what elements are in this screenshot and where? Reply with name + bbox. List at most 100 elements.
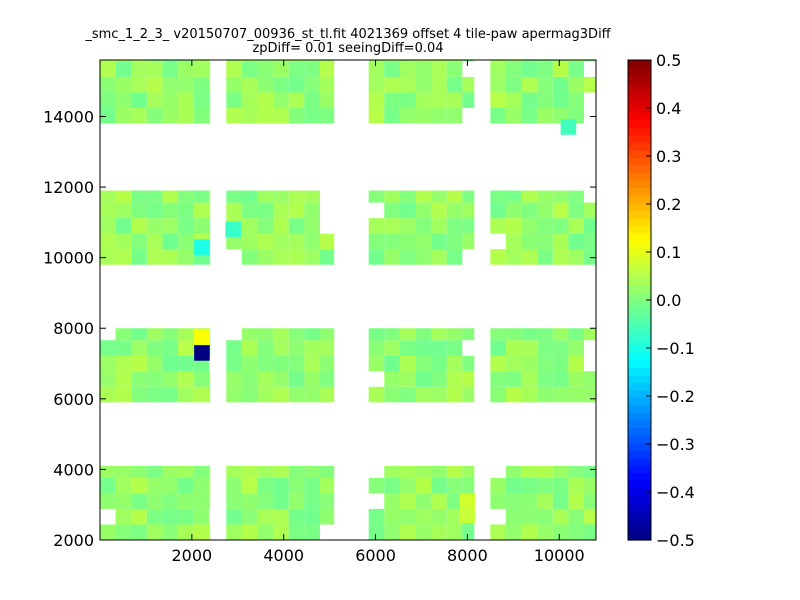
heatmap-cell xyxy=(257,328,274,341)
heatmap-cell xyxy=(446,190,463,203)
heatmap-cell xyxy=(584,508,596,525)
heatmap-cell xyxy=(552,328,569,341)
heatmap-cell xyxy=(415,233,432,250)
heatmap-cell xyxy=(241,355,258,372)
heatmap-cell xyxy=(288,508,305,525)
heatmap-cell xyxy=(399,524,416,540)
heatmap-cell xyxy=(462,386,475,403)
heatmap-cell xyxy=(415,340,432,356)
heatmap-cell xyxy=(384,340,400,356)
heatmap-cell xyxy=(505,355,522,372)
heatmap-cell xyxy=(257,76,274,93)
heatmap-cell xyxy=(162,477,179,494)
heatmap-cell-outlier xyxy=(194,239,210,255)
heatmap-cell xyxy=(131,61,147,77)
heatmap-cell xyxy=(226,508,242,525)
heatmap-cells xyxy=(100,60,596,540)
heatmap-cell xyxy=(288,249,305,265)
heatmap-cell xyxy=(490,340,506,356)
heatmap-cell xyxy=(273,233,289,250)
colorbar-segment xyxy=(628,517,651,526)
heatmap-cell xyxy=(431,218,447,234)
heatmap-cell xyxy=(241,218,258,234)
heatmap-cell xyxy=(193,218,210,234)
heatmap-cell xyxy=(100,108,116,124)
x-tick-label: 10000 xyxy=(534,546,585,565)
heatmap-cell xyxy=(273,202,289,219)
heatmap-cell xyxy=(568,190,585,203)
heatmap-cell xyxy=(131,328,147,341)
heatmap-cell xyxy=(521,190,538,203)
heatmap-cell xyxy=(115,218,132,234)
heatmap-cell xyxy=(178,233,194,250)
heatmap-cell xyxy=(226,524,242,540)
heatmap-cell xyxy=(131,92,147,108)
heatmap-cell xyxy=(100,61,116,77)
colorbar-segment xyxy=(628,142,651,151)
heatmap-cell xyxy=(462,60,475,62)
heatmap-cell xyxy=(568,371,585,387)
heatmap-cell xyxy=(462,477,475,494)
heatmap-cell xyxy=(193,108,210,124)
colorbar-tick-label: −0.5 xyxy=(656,531,695,550)
colorbar-segment xyxy=(628,510,651,519)
colorbar-segment xyxy=(628,412,651,421)
heatmap-cell xyxy=(100,355,116,372)
heatmap-cell xyxy=(521,328,538,341)
colorbar-segment xyxy=(628,345,651,354)
heatmap-cell xyxy=(431,202,447,219)
heatmap-cell xyxy=(521,340,538,356)
heatmap-cell xyxy=(446,61,463,77)
heatmap-cell xyxy=(399,508,416,525)
heatmap-cell xyxy=(209,233,211,250)
heatmap-cell xyxy=(490,371,506,387)
heatmap-cell xyxy=(505,340,522,356)
heatmap-cell xyxy=(241,465,258,478)
heatmap-cell xyxy=(226,190,242,203)
heatmap-cell xyxy=(178,477,194,494)
heatmap-cell xyxy=(226,371,242,387)
heatmap-cell xyxy=(431,477,447,494)
heatmap-cell xyxy=(521,108,538,124)
colorbar-segment xyxy=(628,442,651,451)
heatmap-cell xyxy=(193,92,210,108)
heatmap-cell xyxy=(368,477,385,494)
heatmap-cell xyxy=(462,328,475,341)
heatmap-cell xyxy=(178,60,194,62)
heatmap-cell xyxy=(241,108,258,124)
heatmap-cell xyxy=(193,61,210,77)
colorbar-tick-label: −0.1 xyxy=(656,339,695,358)
colorbar-segment xyxy=(628,262,651,271)
heatmap-cell xyxy=(209,76,211,93)
heatmap-cell xyxy=(131,465,147,478)
heatmap-cell xyxy=(584,233,596,250)
heatmap-cell xyxy=(505,508,522,525)
heatmap-cell xyxy=(368,92,385,108)
heatmap-cell xyxy=(521,233,538,250)
heatmap-cell xyxy=(273,108,289,124)
heatmap-cell xyxy=(319,76,335,93)
heatmap-cell xyxy=(415,493,432,509)
heatmap-cell xyxy=(257,249,274,265)
heatmap-cell xyxy=(431,92,447,108)
heatmap-cell xyxy=(399,371,416,387)
heatmap-cell xyxy=(288,202,305,219)
colorbar-tick-label: 0.1 xyxy=(656,243,681,262)
heatmap-cell xyxy=(368,355,385,372)
heatmap-cell xyxy=(384,386,400,403)
heatmap-cell xyxy=(100,92,116,108)
heatmap-cell xyxy=(368,328,385,341)
colorbar-segment xyxy=(628,240,651,249)
heatmap-cell xyxy=(568,202,585,219)
heatmap-cell xyxy=(241,60,258,62)
heatmap-cell xyxy=(505,92,522,108)
heatmap-cell xyxy=(273,61,289,77)
colorbar-segment xyxy=(628,180,651,189)
heatmap-cell xyxy=(584,524,596,540)
heatmap-cell xyxy=(241,233,258,250)
heatmap-cell xyxy=(288,60,305,62)
heatmap-cell xyxy=(521,508,538,525)
colorbar-segment xyxy=(628,367,651,376)
colorbar-segment xyxy=(628,150,651,159)
heatmap-cell xyxy=(368,190,385,203)
